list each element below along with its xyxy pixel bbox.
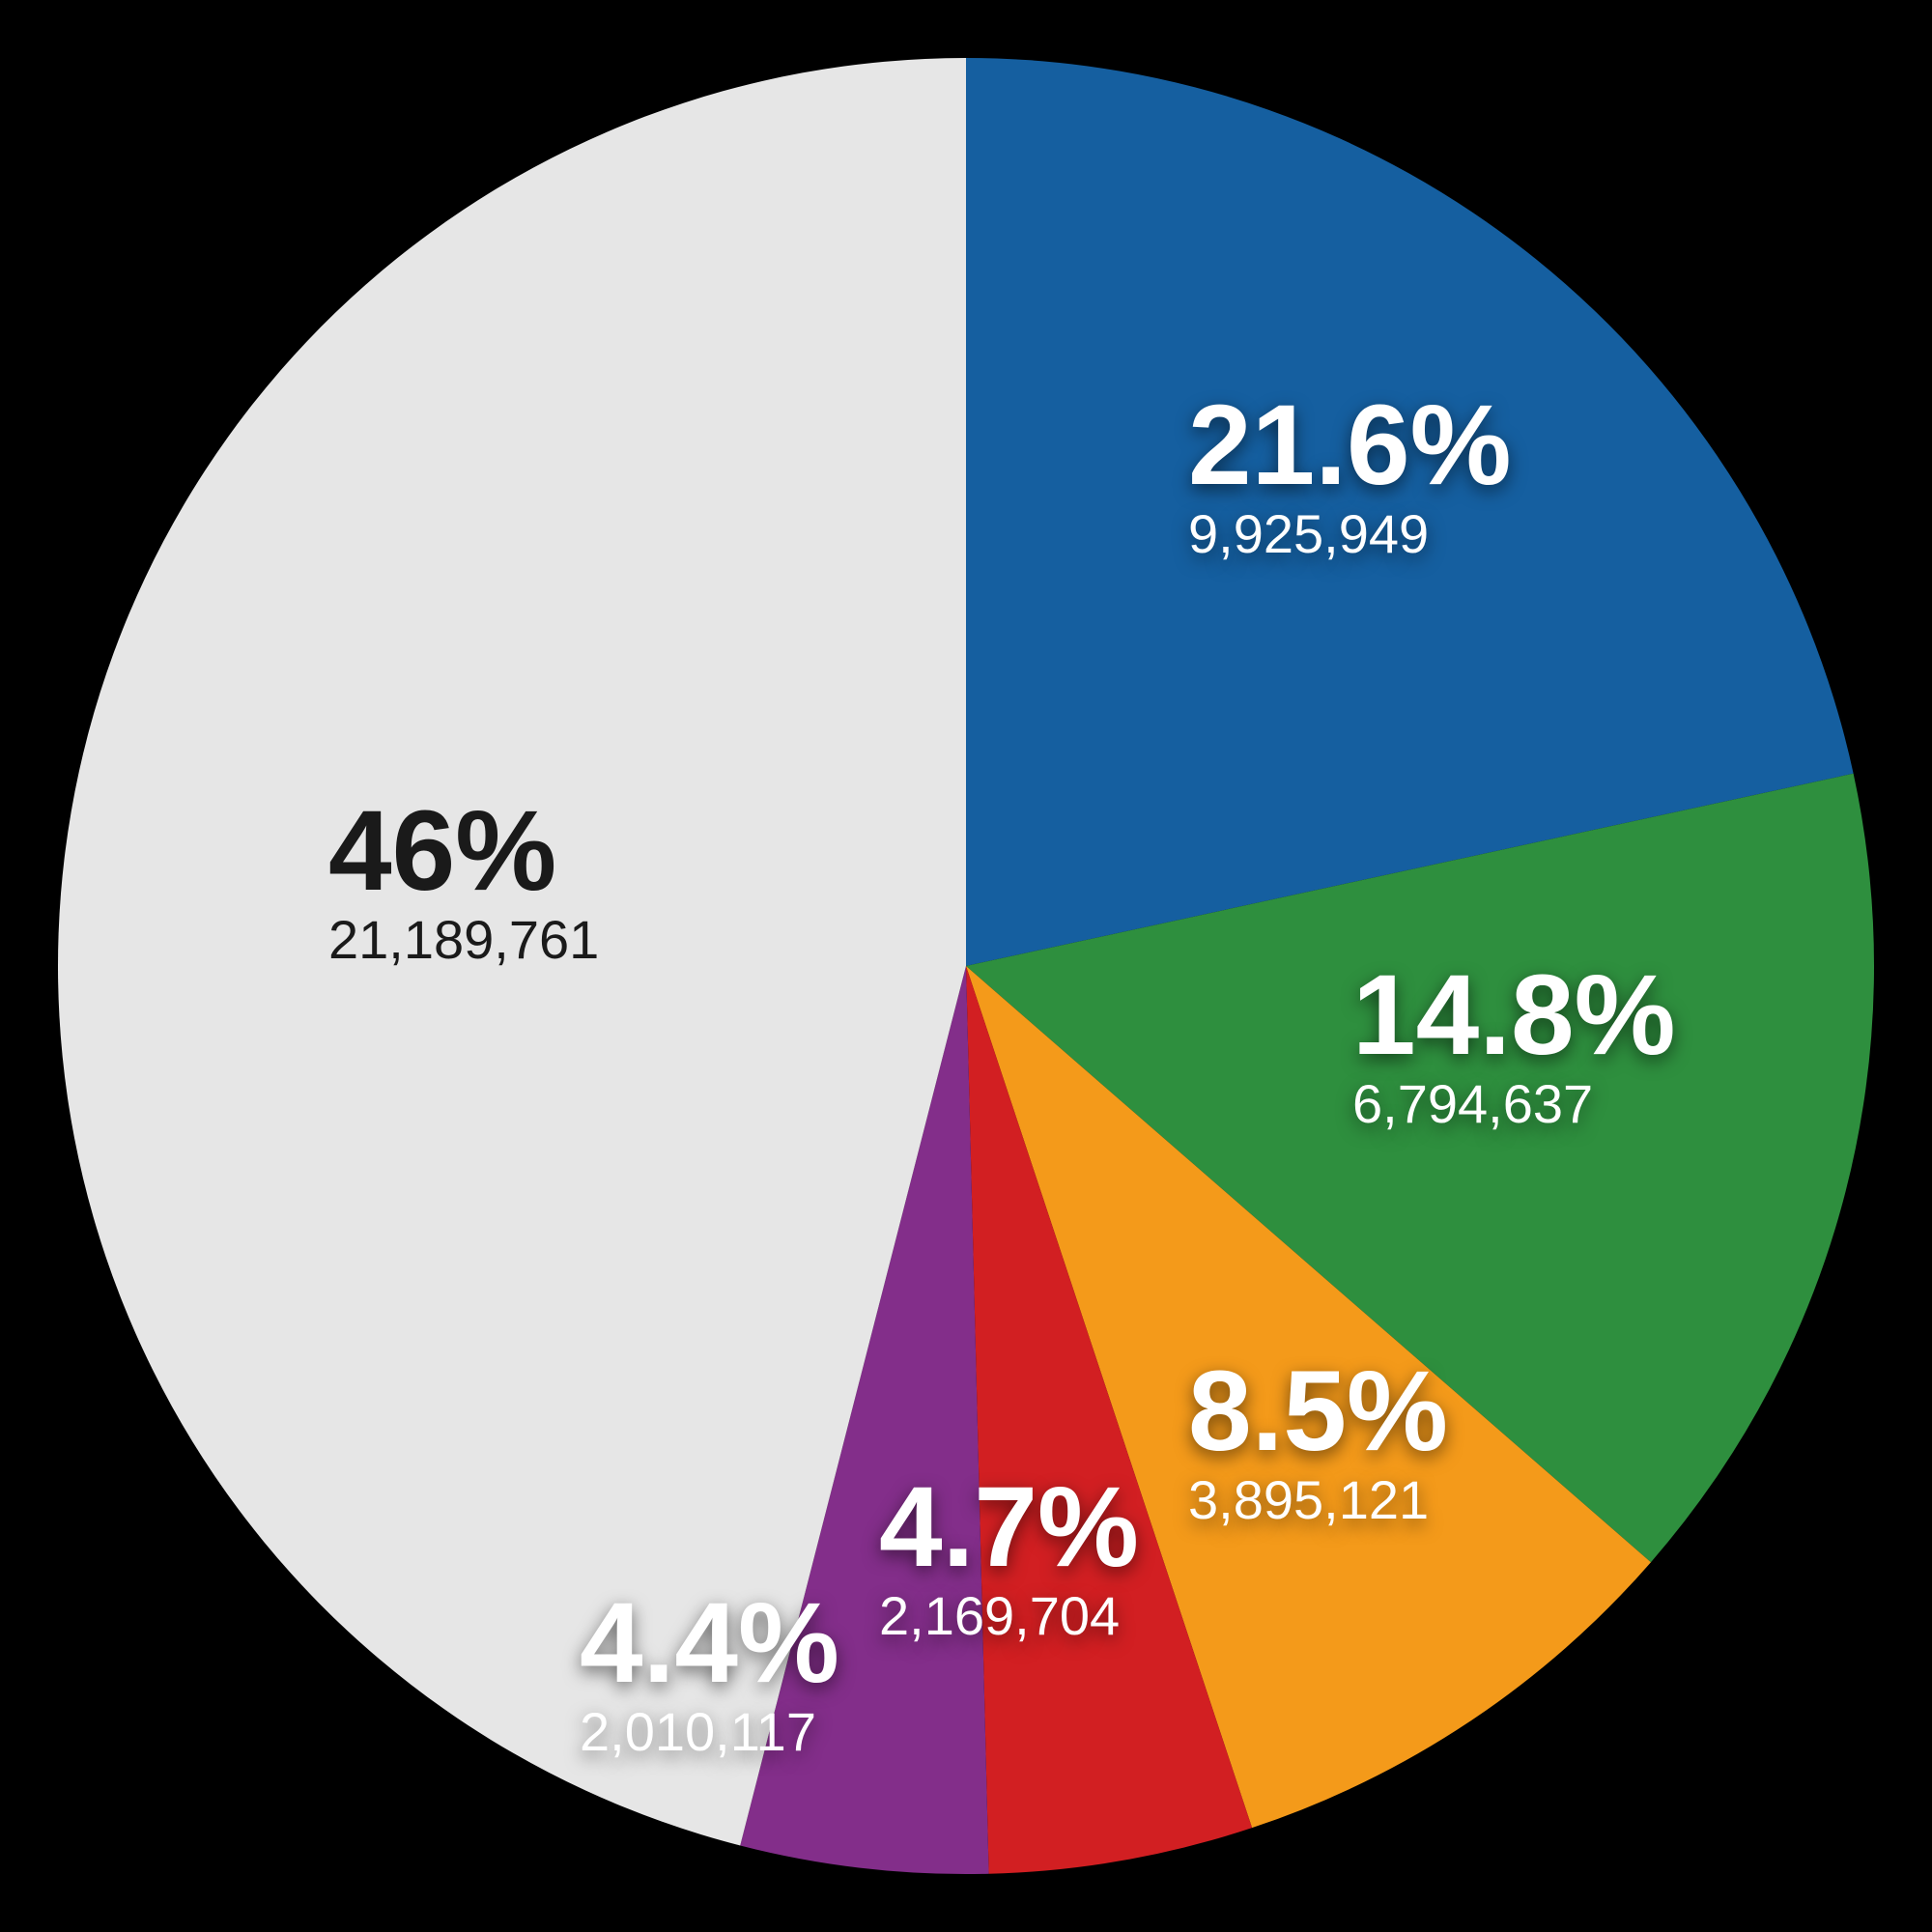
pie-chart: 21.6% 9,925,949 14.8% 6,794,637 8.5% 3,8… — [0, 0, 1932, 1932]
pie-chart-svg — [0, 0, 1932, 1932]
